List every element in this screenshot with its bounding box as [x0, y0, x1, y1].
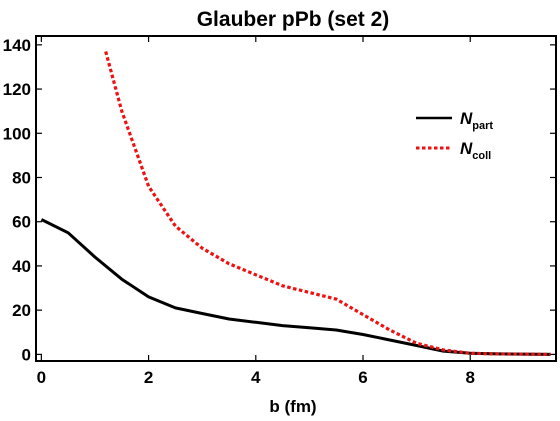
legend-label-part: Npart — [460, 109, 493, 132]
y-tick-label: 60 — [12, 213, 31, 232]
series-line-part — [40, 218, 551, 356]
legend: Npart Ncoll — [416, 109, 493, 162]
plot-frame — [35, 35, 557, 362]
x-tick-label: 4 — [251, 368, 261, 387]
series-line-coll — [104, 51, 551, 356]
legend-label-coll: Ncoll — [460, 139, 491, 162]
y-tick-label: 40 — [12, 257, 31, 276]
x-tick-label: 2 — [144, 368, 153, 387]
y-tick-label: 120 — [3, 80, 31, 99]
y-tick-label: 140 — [3, 36, 31, 55]
x-tick-label: 0 — [37, 368, 46, 387]
chart-title: Glauber pPb (set 2) — [197, 8, 390, 31]
y-tick-label: 80 — [12, 168, 31, 187]
x-tick-label: 8 — [465, 368, 474, 387]
x-tick-label: 6 — [358, 368, 367, 387]
plot-area — [35, 35, 557, 362]
y-tick-label: 0 — [22, 345, 31, 364]
series-layer — [40, 51, 551, 356]
x-axis-label: b (fm) — [269, 397, 316, 416]
y-tick-label: 100 — [3, 124, 31, 143]
y-tick-label: 20 — [12, 301, 31, 320]
